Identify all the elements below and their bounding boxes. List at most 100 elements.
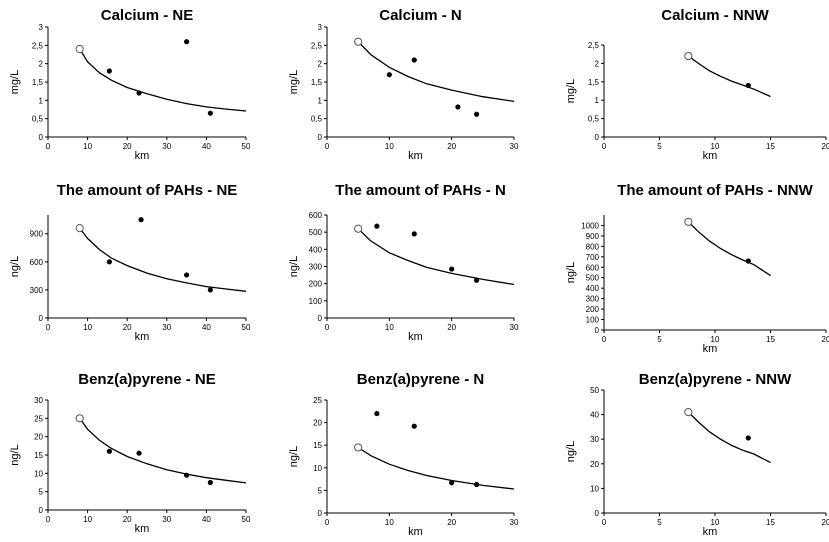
y-tick-label: 3 — [39, 23, 44, 32]
x-axis-label: km — [703, 526, 718, 538]
y-tick-label: 900 — [586, 232, 600, 241]
x-tick-label: 15 — [766, 335, 775, 344]
y-tick-label: 5 — [318, 486, 323, 495]
x-tick-label: 0 — [46, 142, 51, 151]
y-tick-label: 1 — [595, 96, 600, 105]
chart-title: Benz(a)pyrene - NNW — [639, 371, 792, 388]
y-tick-label: 2,5 — [311, 41, 323, 50]
x-tick-label: 0 — [325, 518, 330, 527]
y-tick-label: 200 — [309, 280, 323, 289]
x-tick-label: 20 — [447, 518, 456, 527]
x-tick-label: 30 — [510, 518, 519, 527]
data-point — [136, 90, 142, 96]
y-tick-label: 3 — [318, 23, 323, 32]
open-data-point — [75, 44, 84, 54]
fit-curve — [688, 55, 771, 98]
x-tick-label: 5 — [657, 518, 662, 527]
fit-curve — [687, 411, 771, 464]
y-tick-label: 10 — [34, 469, 43, 478]
y-tick-label: 0 — [39, 133, 44, 142]
x-tick-label: 30 — [162, 323, 171, 332]
x-tick-label: 10 — [711, 335, 720, 344]
y-tick-label: 50 — [590, 386, 599, 395]
y-tick-label: 0 — [39, 506, 44, 515]
y-tick-label: 0 — [595, 326, 600, 335]
y-tick-label: 1,5 — [311, 78, 323, 87]
chart-title: The amount of PAHs - NNW — [617, 182, 813, 199]
x-tick-label: 5 — [657, 335, 662, 344]
data-point — [474, 277, 480, 283]
x-tick-label: 40 — [202, 515, 211, 524]
x-tick-label: 20 — [822, 142, 829, 151]
data-point — [374, 223, 380, 229]
y-tick-label: 0,5 — [311, 115, 323, 124]
y-tick-label: 0 — [595, 509, 600, 518]
open-data-point — [75, 414, 84, 423]
y-tick-label: 100 — [309, 297, 323, 306]
y-tick-label: 100 — [586, 316, 600, 325]
y-tick-label: 0,5 — [32, 115, 44, 124]
y-tick-label: 700 — [586, 253, 600, 262]
y-tick-label: 0 — [318, 509, 323, 518]
x-tick-label: 40 — [202, 323, 211, 332]
y-tick-label: 0 — [318, 314, 323, 323]
x-tick-label: 20 — [447, 142, 456, 151]
y-tick-label: 5 — [39, 488, 44, 497]
y-tick-label: 500 — [586, 274, 600, 283]
y-axis-label: ng/L — [9, 256, 21, 277]
x-tick-label: 10 — [385, 142, 394, 151]
open-data-point — [684, 51, 693, 61]
y-axis-label: mg/L — [9, 70, 21, 94]
data-point — [474, 111, 480, 117]
chart-title: Benz(a)pyrene - N — [357, 371, 485, 388]
y-tick-label: 20 — [34, 433, 43, 442]
y-tick-label: 1000 — [581, 221, 599, 230]
y-tick-label: 15 — [313, 441, 322, 450]
y-tick-label: 0 — [318, 133, 323, 142]
x-tick-label: 20 — [123, 515, 132, 524]
chart-panel-8: Benz(a)pyrene - N 0 5 10 15 20 25 0 10 20 30 km ng/L — [288, 371, 519, 538]
data-point — [411, 57, 417, 63]
y-tick-label: 25 — [313, 396, 322, 405]
chart-panel-4: The amount of PAHs - NE 0 300 600 900 0 10 20 30… — [9, 182, 251, 343]
data-point — [207, 110, 213, 116]
y-axis-label: mg/L — [565, 79, 577, 103]
x-tick-label: 20 — [822, 335, 829, 344]
x-tick-label: 10 — [385, 518, 394, 527]
y-axis-label: ng/L — [9, 444, 21, 465]
open-data-point — [354, 443, 363, 452]
open-data-point — [684, 408, 693, 417]
data-point — [745, 82, 751, 89]
x-tick-label: 10 — [711, 142, 720, 151]
y-tick-label: 2 — [318, 60, 323, 69]
x-tick-label: 20 — [123, 142, 132, 151]
x-axis-label: km — [703, 343, 718, 355]
data-point — [449, 266, 455, 272]
x-tick-label: 0 — [602, 335, 607, 344]
x-axis-label: km — [408, 331, 423, 343]
y-tick-label: 0,5 — [588, 115, 600, 124]
y-tick-label: 1 — [318, 96, 323, 105]
y-axis-label: mg/L — [288, 70, 300, 94]
data-point — [106, 448, 112, 454]
x-tick-label: 20 — [123, 323, 132, 332]
x-axis-label: km — [135, 523, 150, 535]
x-tick-label: 15 — [766, 142, 775, 151]
y-tick-label: 600 — [586, 263, 600, 272]
x-tick-label: 30 — [162, 515, 171, 524]
y-tick-label: 30 — [34, 396, 43, 405]
y-tick-label: 20 — [590, 460, 599, 469]
x-tick-label: 50 — [242, 515, 251, 524]
y-tick-label: 0 — [39, 314, 44, 323]
y-tick-label: 10 — [590, 484, 599, 493]
chart-panel-9: Benz(a)pyrene - NNW 0 10 20 30 40 50 0 5 10 15 20 km… — [565, 371, 829, 538]
data-point — [745, 258, 751, 264]
x-tick-label: 10 — [83, 142, 92, 151]
x-tick-label: 10 — [385, 323, 394, 332]
x-tick-label: 0 — [602, 518, 607, 527]
chart-title: Calcium - NE — [101, 7, 194, 24]
chart-title: Calcium - NNW — [661, 7, 769, 24]
